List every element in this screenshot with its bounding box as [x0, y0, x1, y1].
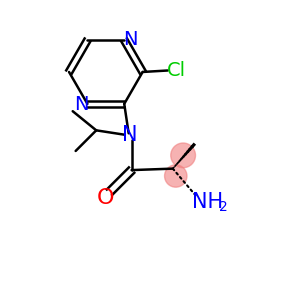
Text: N: N	[124, 30, 138, 49]
Text: Cl: Cl	[167, 61, 186, 80]
Text: O: O	[96, 188, 114, 208]
Circle shape	[171, 143, 196, 168]
Circle shape	[165, 165, 187, 187]
Text: N: N	[122, 125, 138, 145]
Text: NH: NH	[192, 193, 223, 212]
Text: 2: 2	[218, 200, 227, 214]
Text: N: N	[74, 95, 88, 114]
